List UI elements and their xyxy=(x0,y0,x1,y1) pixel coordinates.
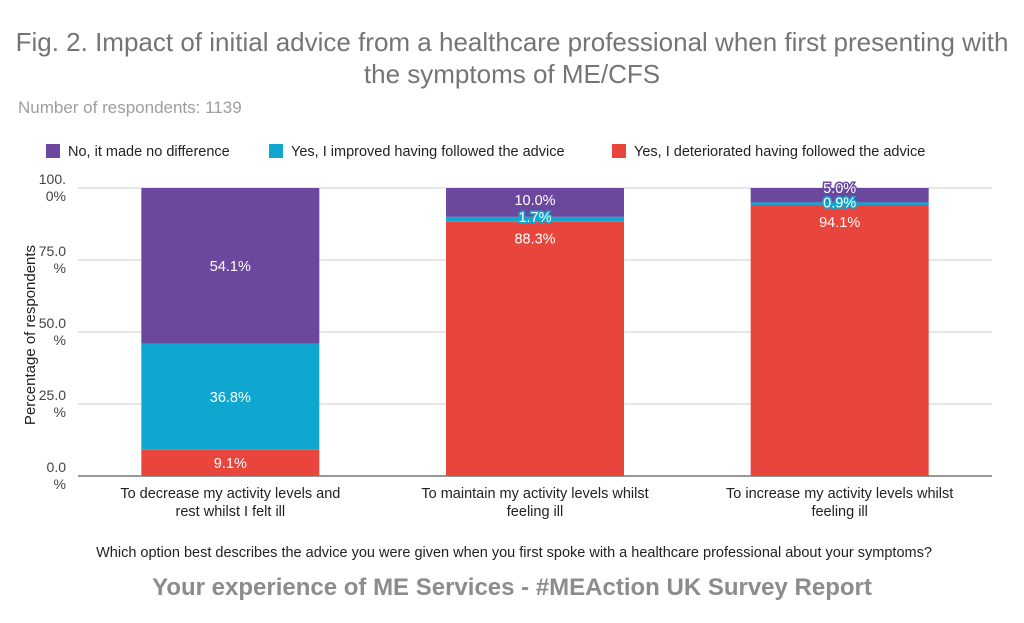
data-label: 1.7% xyxy=(518,210,551,226)
y-tick-label: 75.0% xyxy=(39,243,66,276)
data-label: 88.3% xyxy=(514,232,555,248)
x-tick-label: To decrease my activity levels and rest w… xyxy=(120,486,340,520)
y-tick-label: 50.0% xyxy=(39,315,66,348)
y-tick-label: 100. 0% xyxy=(39,171,66,204)
bar-segment xyxy=(446,221,624,476)
data-label: 10.0% xyxy=(514,193,555,209)
data-label: 36.8% xyxy=(210,390,251,406)
bars: 9.1% 36.8% 54.1% 88.3% 1.7%10.0% 94.1% 0.9%5.0… xyxy=(141,180,929,476)
bar-segment xyxy=(141,188,320,344)
data-label: 9.1% xyxy=(214,456,247,472)
x-tick-label: To increase my activity levels whilst fee… xyxy=(726,486,953,520)
y-tick-label: 25.0% xyxy=(39,387,66,420)
data-label: 0.9% xyxy=(823,195,856,211)
data-label: 5.0% xyxy=(823,181,856,197)
legend-swatch xyxy=(612,144,626,158)
x-axis-label: Which option best describes the advice y… xyxy=(96,545,932,561)
legend-swatch xyxy=(269,144,283,158)
chart-subtitle: Number of respondents: 1139 xyxy=(18,98,242,117)
chart-legend: No, it made no difference Yes, I improved… xyxy=(46,144,925,160)
data-label: 94.1% xyxy=(819,215,860,231)
legend-label: No, it made no difference xyxy=(68,144,230,160)
report-footer: Your experience of ME Services - #MEActi… xyxy=(152,574,872,601)
y-tick-label: 0.0% xyxy=(47,459,67,492)
x-tick-label: To maintain my activity levels whilst fee… xyxy=(421,486,648,520)
bar-segment xyxy=(446,216,624,222)
legend-label: Yes, I deteriorated having followed the … xyxy=(634,144,925,160)
bar-segment xyxy=(141,449,320,476)
bar-segment xyxy=(141,343,320,450)
legend-label: Yes, I improved having followed the advi… xyxy=(291,144,565,160)
bar-segment xyxy=(750,202,929,205)
bar-segment xyxy=(750,188,929,203)
y-axis: 0.0 % 25.0 % 50.0 % 75.0 % 100. 0% xyxy=(39,171,66,492)
bar-segment xyxy=(750,204,929,476)
chart-title: Fig. 2. Impact of initial advice from a … xyxy=(15,27,1009,89)
x-axis: To decrease my activity levels and rest w… xyxy=(120,486,953,520)
data-label: 54.1% xyxy=(210,259,251,275)
bar-segment xyxy=(446,188,624,217)
y-axis-label: Percentage of respondents xyxy=(22,245,39,425)
legend-swatch xyxy=(46,144,60,158)
